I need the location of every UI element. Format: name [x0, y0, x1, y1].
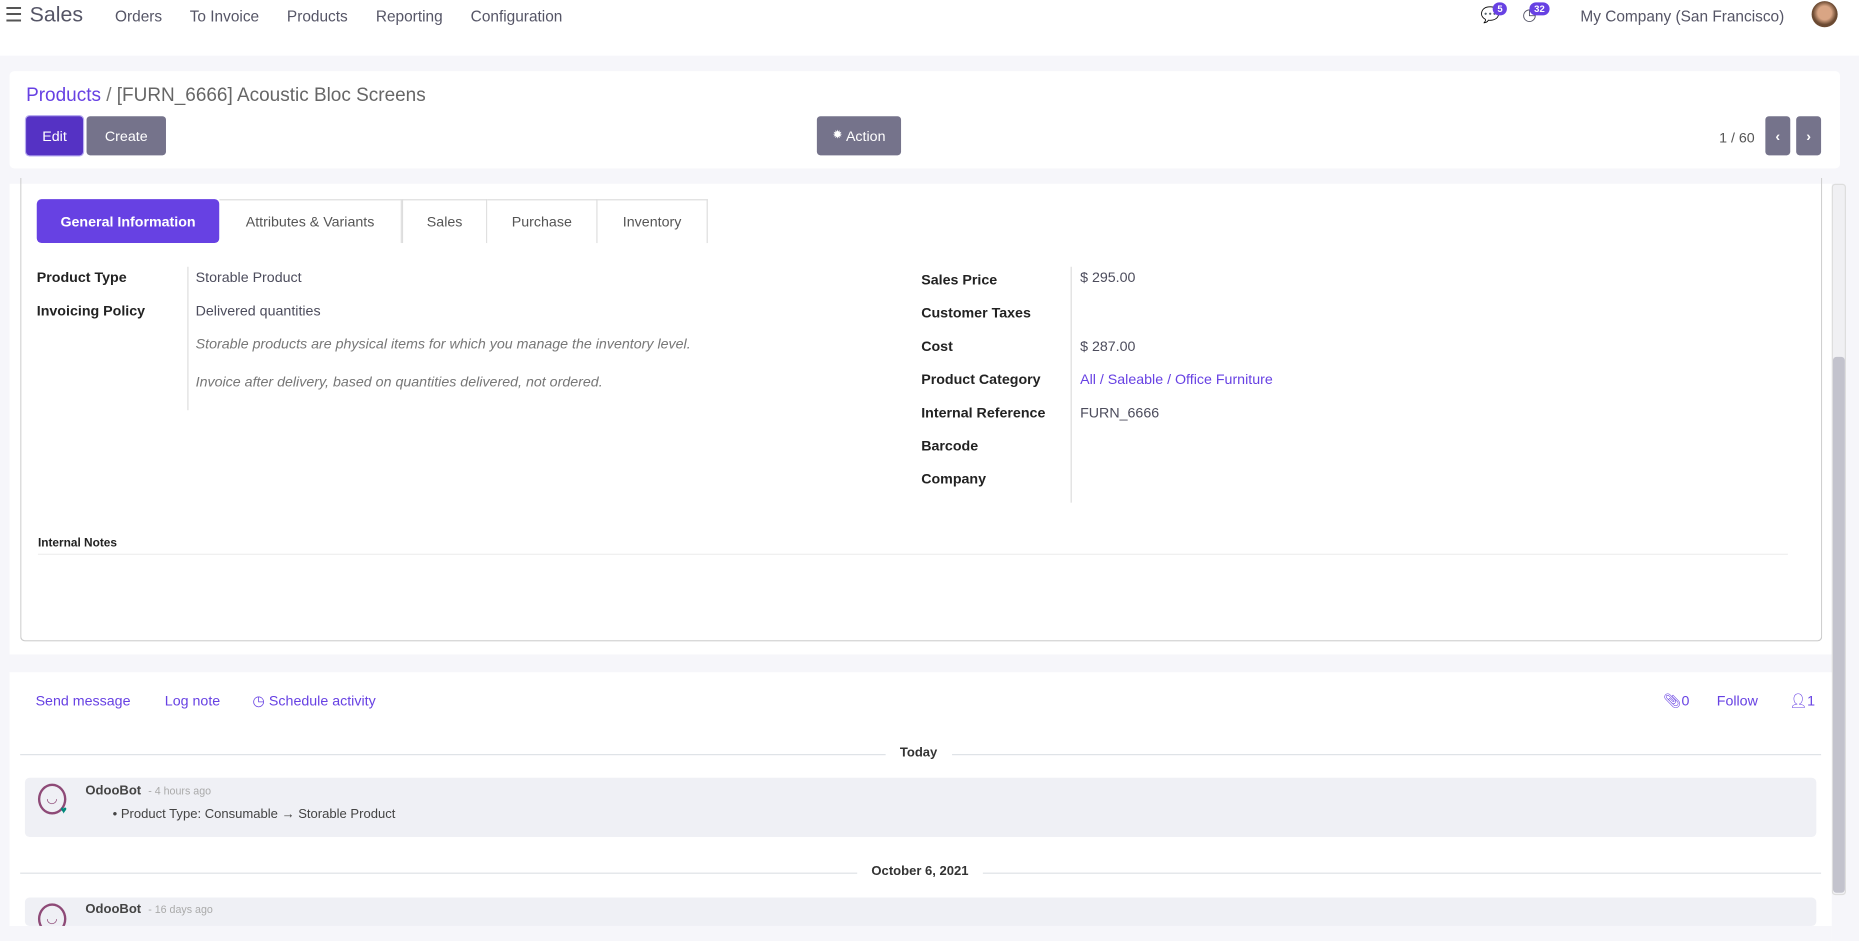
internal-reference-field[interactable]: FURN_6666	[1080, 404, 1160, 421]
product-type-label: Product Type	[36, 269, 127, 286]
cost-field[interactable]: $ 287.00	[1080, 337, 1136, 355]
form-sheet-bg	[9, 183, 1832, 655]
menu-products[interactable]: Products	[286, 7, 348, 25]
app-title[interactable]: Sales	[29, 2, 84, 27]
message-time: - 4 hours ago	[148, 784, 212, 797]
tab-general-information[interactable]: General Information	[36, 199, 220, 244]
control-panel: Products / [FURN_6666] Acoustic Bloc Scr…	[9, 71, 1841, 169]
form-sheet	[20, 177, 1823, 642]
tab-inventory[interactable]: Inventory	[597, 199, 708, 244]
chevron-left-icon: ‹	[1775, 127, 1781, 145]
sales-price-label: Sales Price	[921, 271, 998, 289]
cost-label: Cost	[921, 337, 953, 355]
pager-previous-button[interactable]: ‹	[1765, 116, 1791, 156]
tracking-new: Storable Product	[298, 807, 396, 822]
customer-taxes-label: Customer Taxes	[921, 304, 1031, 322]
message-item: ◡ ♥ OdooBot - 4 hours ago • Product Type…	[24, 777, 1817, 838]
gear-icon: ✹	[832, 129, 843, 143]
date-separator-today: Today	[885, 745, 952, 760]
schedule-activity-label: Schedule activity	[268, 692, 376, 709]
tracking-value: • Product Type: Consumable → Storable Pr…	[112, 807, 396, 822]
tab-attributes-variants[interactable]: Attributes & Variants	[219, 199, 402, 244]
record-title: [FURN_6666] Acoustic Bloc Screens	[116, 85, 426, 106]
breadcrumb-separator: /	[106, 85, 112, 106]
follow-button[interactable]: Follow	[1716, 692, 1758, 709]
breadcrumb-products-link[interactable]: Products	[26, 85, 101, 106]
top-navbar: ☰ Sales Orders To Invoice Products Repor…	[0, 0, 1859, 56]
arrow-right-icon: →	[281, 807, 295, 822]
menu-toggle-icon[interactable]: ☰	[4, 3, 23, 27]
tracking-field: Product Type:	[120, 807, 202, 822]
send-message-button[interactable]: Send message	[35, 692, 131, 709]
company-switcher[interactable]: My Company (San Francisco)	[1580, 7, 1785, 25]
paperclip-icon: 📎︎	[1663, 692, 1682, 709]
invoicing-policy-help: Invoice after delivery, based on quantit…	[195, 373, 603, 391]
menu-orders[interactable]: Orders	[115, 7, 163, 25]
internal-reference-label: Internal Reference	[921, 404, 1046, 421]
user-avatar[interactable]	[1811, 1, 1838, 28]
message-time: - 16 days ago	[148, 903, 213, 916]
scrollbar[interactable]	[1831, 183, 1846, 896]
menu-configuration[interactable]: Configuration	[470, 7, 563, 25]
invoicing-policy-field[interactable]: Delivered quantities	[195, 302, 321, 319]
invoicing-policy-label: Invoicing Policy	[36, 302, 146, 319]
create-button[interactable]: Create	[86, 116, 166, 156]
pager-next-button[interactable]: ›	[1796, 116, 1822, 156]
left-group-divider	[187, 266, 189, 411]
activities-badge: 32	[1529, 2, 1550, 16]
attachments-count: 0	[1681, 692, 1690, 709]
user-icon: 👤︎	[1789, 692, 1808, 709]
odoobot-avatar: ◡	[37, 783, 67, 815]
clock-icon: ◷	[252, 692, 265, 709]
barcode-label: Barcode	[921, 437, 979, 455]
company-label: Company	[921, 470, 987, 488]
menu-to-invoice[interactable]: To Invoice	[189, 7, 260, 25]
edit-button[interactable]: Edit	[26, 116, 83, 156]
followers-button[interactable]: 👤︎1	[1789, 692, 1815, 709]
product-category-label: Product Category	[921, 371, 1041, 388]
message-author[interactable]: OdooBot	[85, 783, 142, 798]
action-button[interactable]: ✹ Action	[816, 116, 902, 156]
messages-badge: 5	[1492, 2, 1508, 16]
action-label: Action	[845, 127, 886, 145]
message-author[interactable]: OdooBot	[85, 902, 142, 917]
pager-value[interactable]: 1 / 60	[1719, 129, 1755, 146]
message-item: ◡ OdooBot - 16 days ago	[24, 897, 1817, 926]
menu-reporting[interactable]: Reporting	[375, 7, 443, 25]
chevron-right-icon: ›	[1806, 127, 1812, 145]
page-bottom	[0, 925, 1832, 941]
sales-price-field[interactable]: $ 295.00	[1080, 269, 1136, 286]
activities-button[interactable]: ◷ 32	[1522, 2, 1550, 25]
tracking-old: Consumable	[204, 807, 278, 822]
attachments-button[interactable]: 📎︎0	[1663, 692, 1689, 709]
odoobot-avatar: ◡	[37, 903, 67, 926]
internal-notes-field[interactable]	[37, 553, 1788, 555]
product-category-link[interactable]: All / Saleable / Office Furniture	[1080, 371, 1273, 388]
right-group-divider	[1070, 266, 1072, 503]
followers-count: 1	[1807, 692, 1816, 709]
product-type-field[interactable]: Storable Product	[195, 269, 302, 286]
internal-notes-label: Internal Notes	[37, 537, 118, 551]
schedule-activity-button[interactable]: ◷ Schedule activity	[253, 692, 376, 709]
date-separator-october: October 6, 2021	[857, 864, 983, 879]
breadcrumb: Products / [FURN_6666] Acoustic Bloc Scr…	[26, 85, 426, 106]
product-type-help: Storable products are physical items for…	[195, 335, 691, 353]
log-note-button[interactable]: Log note	[164, 692, 221, 709]
tab-purchase[interactable]: Purchase	[487, 199, 598, 244]
tab-sales[interactable]: Sales	[401, 199, 488, 244]
scrollbar-thumb[interactable]	[1832, 356, 1845, 893]
messages-button[interactable]: 💬 5	[1481, 2, 1508, 25]
online-status-icon: ♥	[60, 803, 67, 816]
